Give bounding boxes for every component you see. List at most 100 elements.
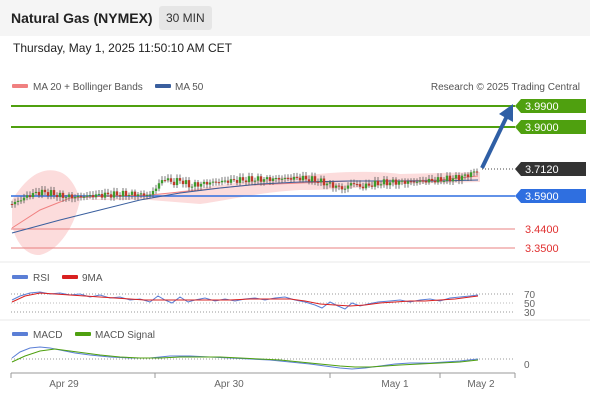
ma50-line [11, 179, 479, 234]
candle-body [475, 171, 479, 173]
candle-body [97, 193, 101, 195]
candle-body [262, 179, 266, 182]
price-tag-3.9000: 3.9000 [515, 120, 586, 134]
candle-body [157, 183, 161, 189]
candle-body [295, 176, 299, 178]
candle-body [187, 180, 191, 188]
candle-body [73, 197, 77, 199]
candle-body [454, 175, 458, 179]
signal-legend-swatch [75, 332, 91, 336]
rsi-label-50: 50 [524, 299, 536, 310]
candle-body [175, 178, 179, 186]
candle-body [82, 196, 86, 198]
candle-body [355, 184, 359, 186]
candle-body [277, 177, 281, 180]
candle-body [70, 194, 74, 199]
candle-body [199, 183, 203, 187]
candle-body [328, 182, 332, 184]
research-credit: Research © 2025 Trading Central [431, 82, 580, 93]
forecast-arrowhead [499, 104, 513, 122]
candle-body [421, 180, 425, 182]
candle-body [400, 180, 404, 182]
candle-body [31, 193, 35, 198]
candlestick-series [10, 168, 479, 208]
candle-body [337, 185, 341, 187]
candle-body [133, 191, 137, 197]
candle-body [64, 197, 68, 199]
candle-body [166, 178, 170, 181]
candle-body [256, 176, 260, 181]
candle-body [388, 182, 392, 186]
candle-body [268, 177, 272, 181]
x-axis-label-apr30: Apr 30 [214, 379, 244, 390]
candle-body [331, 182, 335, 188]
candle-body [244, 180, 248, 183]
candle-body [181, 180, 185, 185]
candle-body [307, 179, 311, 182]
price-tag-3.9900: 3.9900 [515, 99, 586, 113]
candle-body [37, 191, 41, 196]
svg-text:3.5900: 3.5900 [525, 191, 559, 203]
support-label-2: 3.3500 [525, 243, 559, 255]
candle-body [376, 180, 380, 186]
candle-body [442, 180, 446, 182]
candle-body [367, 183, 371, 186]
candle-body [220, 180, 224, 183]
candle-body [403, 180, 407, 184]
rsi-label-30: 30 [524, 308, 536, 319]
candle-body [418, 180, 422, 182]
candle-body [253, 180, 257, 182]
candle-body [451, 178, 455, 182]
candle-body [379, 184, 383, 186]
candle-body [433, 180, 437, 183]
candle-body [103, 192, 107, 198]
candle-body [430, 178, 434, 181]
interval-badge[interactable]: 30 MIN [159, 6, 212, 30]
candle-body [313, 176, 317, 182]
x-axis-label-may1: May 1 [381, 379, 409, 390]
candle-body [28, 195, 32, 198]
ma50-legend-swatch [155, 84, 171, 88]
candle-body [289, 178, 293, 180]
candle-body [265, 177, 269, 180]
rsi-ma-line [11, 292, 479, 307]
candle-body [373, 180, 377, 187]
instrument-title: Natural Gas (NYMEX) [11, 10, 153, 26]
candle-body [88, 195, 92, 197]
support-label-1: 3.4400 [525, 224, 559, 236]
candle-body [232, 179, 236, 181]
candle-body [217, 182, 221, 184]
candle-body [85, 195, 89, 197]
ma50-legend-label: MA 50 [175, 82, 204, 93]
candle-body [370, 185, 374, 187]
ma20-legend-swatch [12, 84, 28, 88]
candle-body [76, 195, 80, 198]
candle-body [241, 177, 245, 181]
bollinger-band [12, 170, 480, 256]
candle-body [406, 181, 410, 184]
candle-body [52, 190, 56, 196]
candle-body [472, 171, 476, 173]
candle-body [310, 176, 314, 182]
macd-signal-line [11, 348, 479, 368]
candle-body [391, 179, 395, 183]
candle-body [424, 181, 428, 183]
candle-body [304, 175, 308, 180]
candle-body [385, 179, 389, 186]
candle-body [280, 178, 284, 180]
svg-text:3.9000: 3.9000 [525, 122, 559, 134]
candle-body [412, 181, 416, 183]
candle-body [202, 181, 206, 184]
candle-body [121, 190, 125, 197]
price-tag-3.5900: 3.5900 [515, 189, 586, 203]
candle-body [46, 192, 50, 196]
candle-body [349, 183, 353, 186]
candle-body [208, 182, 212, 185]
macd-zero-label: 0 [524, 360, 530, 371]
candle-body [163, 180, 167, 182]
candle-body [292, 176, 296, 180]
candle-body [235, 180, 239, 183]
candle-body [139, 193, 143, 195]
rsi-label-70: 70 [524, 290, 536, 301]
candle-body [124, 190, 128, 196]
